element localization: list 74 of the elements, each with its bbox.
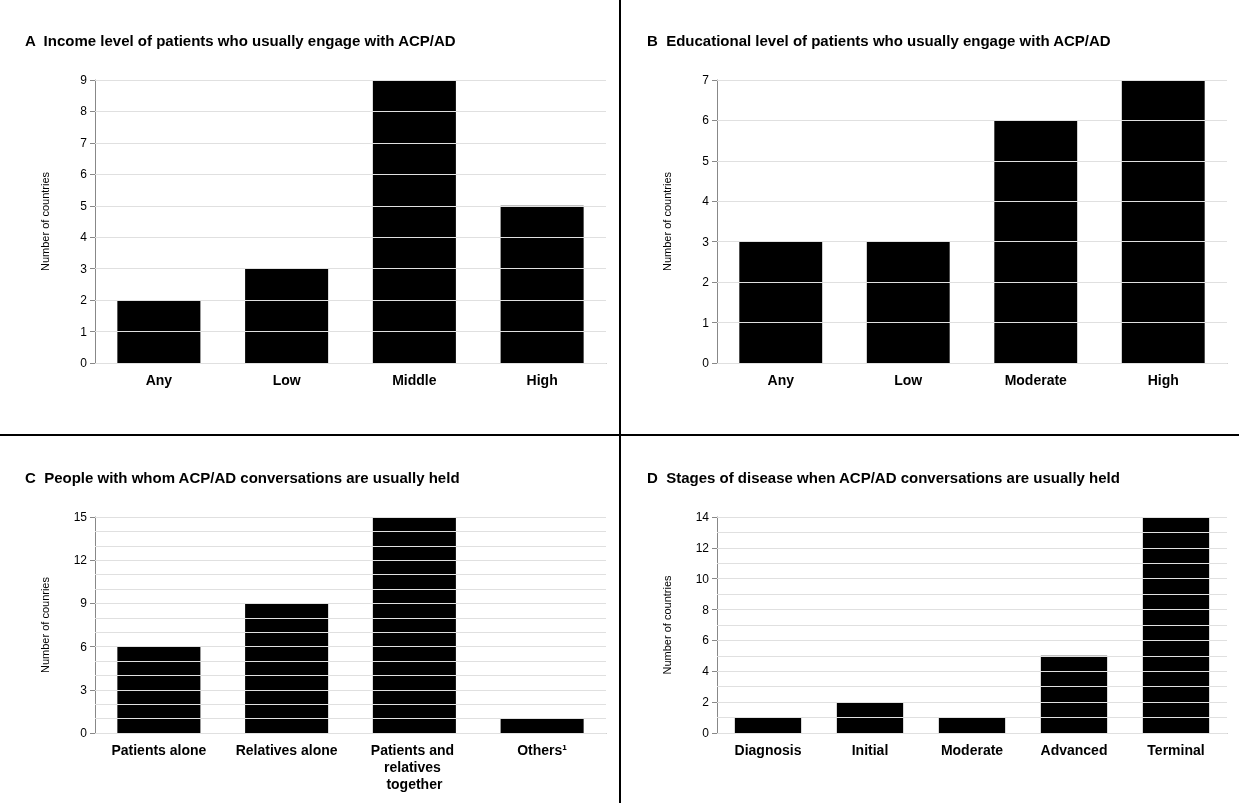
x-tick-label: Diagnosis [734, 741, 802, 758]
bar [994, 120, 1078, 363]
y-tick-label: 15 [73, 510, 88, 524]
x-tick-label: Low [272, 371, 301, 388]
chart-title: B Educational level of patients who usually engage with ACP/AD [647, 32, 1111, 49]
bar [1142, 517, 1210, 733]
y-tick-label: 6 [702, 633, 710, 648]
y-tick-label: 2 [702, 275, 710, 290]
x-tick-label: Low [894, 371, 923, 388]
y-tick-label: 1 [80, 324, 88, 339]
x-tick-label: Relatives alone [235, 741, 338, 758]
x-tick-label: Initial [851, 741, 889, 758]
x-tick-label: Terminal [1147, 741, 1205, 758]
y-tick-label: 12 [695, 540, 710, 555]
bar [1121, 80, 1205, 363]
chart-title: A Income level of patients who usually engage with ACP/AD [25, 32, 456, 49]
y-tick-label: 8 [702, 602, 710, 617]
bar [938, 717, 1006, 733]
y-tick-label: 2 [702, 695, 710, 710]
y-tick-label: 4 [80, 230, 88, 245]
x-tick-label: Moderate [1004, 371, 1068, 388]
bar [866, 241, 950, 363]
y-tick-label: 5 [80, 198, 88, 213]
y-tick-label: 14 [695, 510, 710, 524]
bar [372, 517, 456, 733]
y-axis-title: Number of countries [660, 574, 673, 675]
bar [245, 268, 329, 363]
y-tick-label: 0 [702, 726, 710, 740]
x-tick-label: Any [767, 371, 795, 388]
y-tick-label: 12 [73, 553, 88, 568]
x-tick-label: Middle [392, 371, 437, 388]
y-tick-label: 6 [702, 113, 710, 128]
x-tick-label: Patients alone [111, 741, 207, 758]
y-axis-title: Number of counries [38, 576, 51, 673]
bar [739, 241, 823, 363]
x-tick-label: High [526, 371, 558, 388]
y-tick-label: 6 [80, 639, 88, 654]
y-tick-label: 0 [80, 356, 88, 370]
y-tick-label: 0 [702, 356, 710, 370]
y-tick-label: 4 [702, 194, 710, 209]
bar [117, 300, 201, 363]
y-axis-title: Number of countries [38, 171, 51, 272]
x-tick-label: Any [145, 371, 173, 388]
y-tick-label: 3 [80, 261, 88, 276]
x-tick-label: Patients and relatives together [370, 741, 458, 792]
y-tick-label: 6 [80, 167, 88, 182]
y-tick-label: 7 [80, 135, 88, 150]
bar [734, 717, 802, 733]
bar [117, 646, 201, 733]
y-tick-label: 4 [702, 664, 710, 679]
y-tick-label: 8 [80, 104, 88, 119]
x-tick-label: High [1147, 371, 1179, 388]
bar [500, 205, 584, 363]
y-tick-label: 1 [702, 315, 710, 330]
y-tick-label: 10 [695, 571, 710, 586]
bar [245, 603, 329, 733]
bar [836, 702, 904, 733]
y-tick-label: 5 [702, 153, 710, 168]
bar [500, 718, 584, 733]
bar [1040, 655, 1108, 733]
x-tick-label: Others¹ [517, 741, 568, 758]
x-tick-label: Advanced [1040, 741, 1108, 758]
y-tick-label: 7 [702, 73, 710, 87]
y-tick-label: 2 [80, 293, 88, 308]
chart-title: D Stages of disease when ACP/AD conversations are usually held [647, 469, 1120, 486]
y-tick-label: 0 [80, 726, 88, 740]
chart-title: C People with whom ACP/AD conversations are usually held [25, 469, 460, 486]
bar [372, 80, 456, 363]
y-axis-title: Number of countries [660, 171, 673, 272]
y-tick-label: 9 [80, 596, 88, 611]
y-tick-label: 3 [702, 234, 710, 249]
y-tick-label: 9 [80, 73, 88, 87]
y-tick-label: 3 [80, 682, 88, 697]
x-tick-label: Moderate [940, 741, 1004, 758]
